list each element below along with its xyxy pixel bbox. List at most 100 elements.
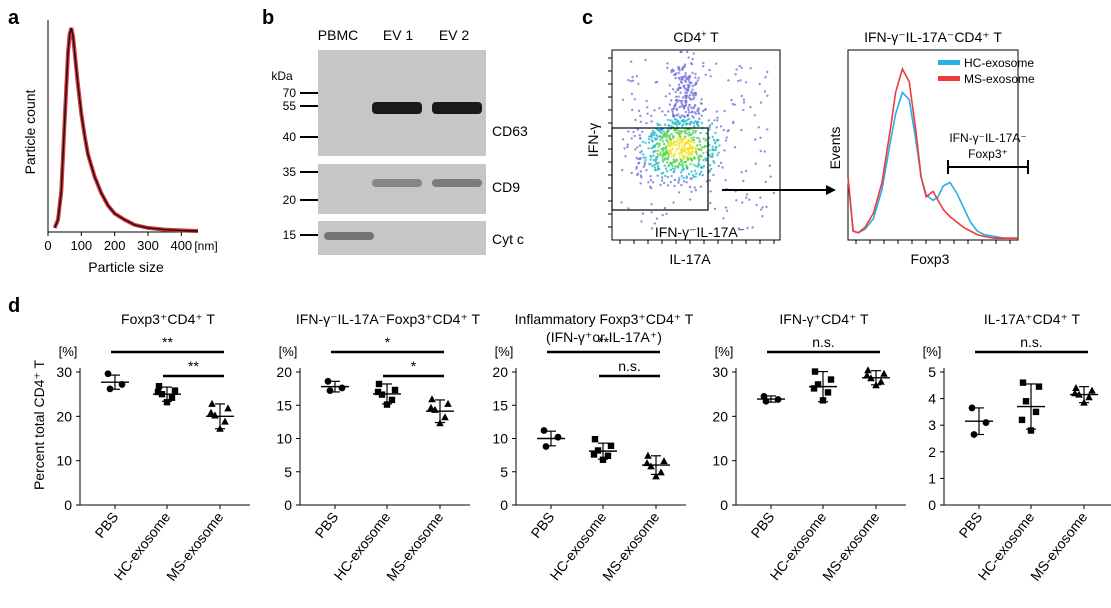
event-dot	[697, 76, 700, 80]
event-dot	[686, 132, 689, 135]
event-dot	[763, 150, 766, 153]
event-dot	[652, 150, 655, 154]
event-dot	[687, 150, 691, 153]
event-dot	[642, 156, 645, 159]
event-dot	[648, 135, 651, 138]
event-dot	[693, 111, 696, 114]
event-dot	[633, 134, 636, 138]
dotplot-xlabel: IL-17A	[669, 251, 711, 267]
legend-label: HC-exosome	[964, 56, 1034, 70]
y-axis-label: Particle count	[22, 89, 38, 174]
event-dot	[654, 160, 658, 163]
event-dot	[695, 121, 698, 124]
x-unit: [nm]	[194, 239, 217, 253]
data-point-circle	[968, 404, 976, 412]
event-dot	[666, 131, 669, 134]
event-dot	[673, 160, 677, 164]
event-dot	[642, 153, 645, 156]
event-dot	[742, 108, 745, 112]
data-point-circle	[338, 384, 346, 392]
event-dot	[670, 69, 673, 72]
data-point-square	[171, 387, 179, 394]
data-point-square	[1022, 398, 1030, 405]
event-dot	[715, 62, 718, 65]
event-dot	[653, 222, 656, 225]
event-dot	[647, 141, 651, 144]
event-dot	[688, 103, 691, 107]
data-point-triangle	[867, 374, 875, 382]
subplot-3: 0 5 10 15 20 [%] Inflammatory Foxp3⁺CD4⁺ T (IFN…	[492, 311, 693, 584]
event-dot	[711, 152, 714, 155]
event-dot	[693, 125, 696, 128]
event-dot	[663, 123, 667, 126]
event-dot	[688, 94, 692, 97]
event-dot	[712, 173, 715, 177]
event-dot	[690, 147, 693, 150]
event-dot	[635, 75, 638, 78]
event-dot	[629, 80, 632, 83]
event-dot	[718, 144, 721, 147]
event-dot	[688, 139, 691, 143]
event-dot	[627, 78, 630, 82]
event-dot	[772, 191, 776, 195]
event-dot	[739, 79, 742, 82]
event-dot	[677, 181, 680, 184]
marker-label: 35	[283, 165, 297, 179]
event-dot	[667, 124, 670, 127]
dotplot-ylabel: IFN-γ	[585, 123, 601, 157]
data-point-triangle	[221, 417, 229, 425]
event-dot	[672, 171, 675, 174]
event-dot	[740, 66, 743, 70]
event-dot	[682, 121, 685, 124]
significance-label: **	[188, 358, 199, 374]
event-dot	[674, 143, 677, 147]
event-dot	[676, 88, 679, 91]
event-dot	[666, 156, 669, 160]
event-dot	[661, 160, 665, 163]
data-point-triangle	[444, 399, 452, 407]
event-dot	[673, 128, 676, 132]
band-CD63	[372, 102, 422, 114]
event-dot	[715, 126, 718, 129]
event-dot	[643, 161, 646, 164]
event-dot	[687, 108, 690, 112]
event-dot	[688, 198, 692, 201]
event-dot	[678, 138, 681, 141]
data-point-triangle	[441, 413, 449, 421]
event-dot	[683, 155, 687, 158]
data-point-triangle	[657, 468, 665, 476]
event-dot	[659, 183, 662, 187]
significance-label: *	[385, 334, 391, 350]
data-point-square	[819, 397, 827, 404]
event-dot	[663, 134, 666, 137]
event-dot	[694, 129, 698, 133]
event-dot	[660, 131, 663, 135]
event-dot	[754, 162, 757, 165]
event-dot	[645, 99, 648, 103]
y-tick-label: 0	[720, 497, 728, 513]
event-dot	[759, 101, 763, 104]
event-dot	[691, 88, 694, 91]
panel-label-c: c	[582, 7, 593, 29]
event-dot	[683, 180, 686, 183]
band-CD63	[432, 102, 482, 114]
event-dot	[687, 89, 690, 92]
event-dot	[689, 162, 692, 166]
event-dot	[696, 144, 699, 147]
event-dot	[712, 138, 716, 141]
event-dot	[702, 61, 705, 65]
event-dot	[759, 136, 762, 139]
data-point-square	[604, 452, 612, 459]
event-dot	[699, 102, 703, 105]
band-Cytc	[324, 232, 374, 240]
event-dot	[665, 212, 668, 216]
event-dot	[702, 146, 705, 149]
event-dot	[690, 62, 693, 66]
event-dot	[716, 154, 719, 157]
event-dot	[691, 121, 694, 124]
event-dot	[742, 98, 746, 101]
